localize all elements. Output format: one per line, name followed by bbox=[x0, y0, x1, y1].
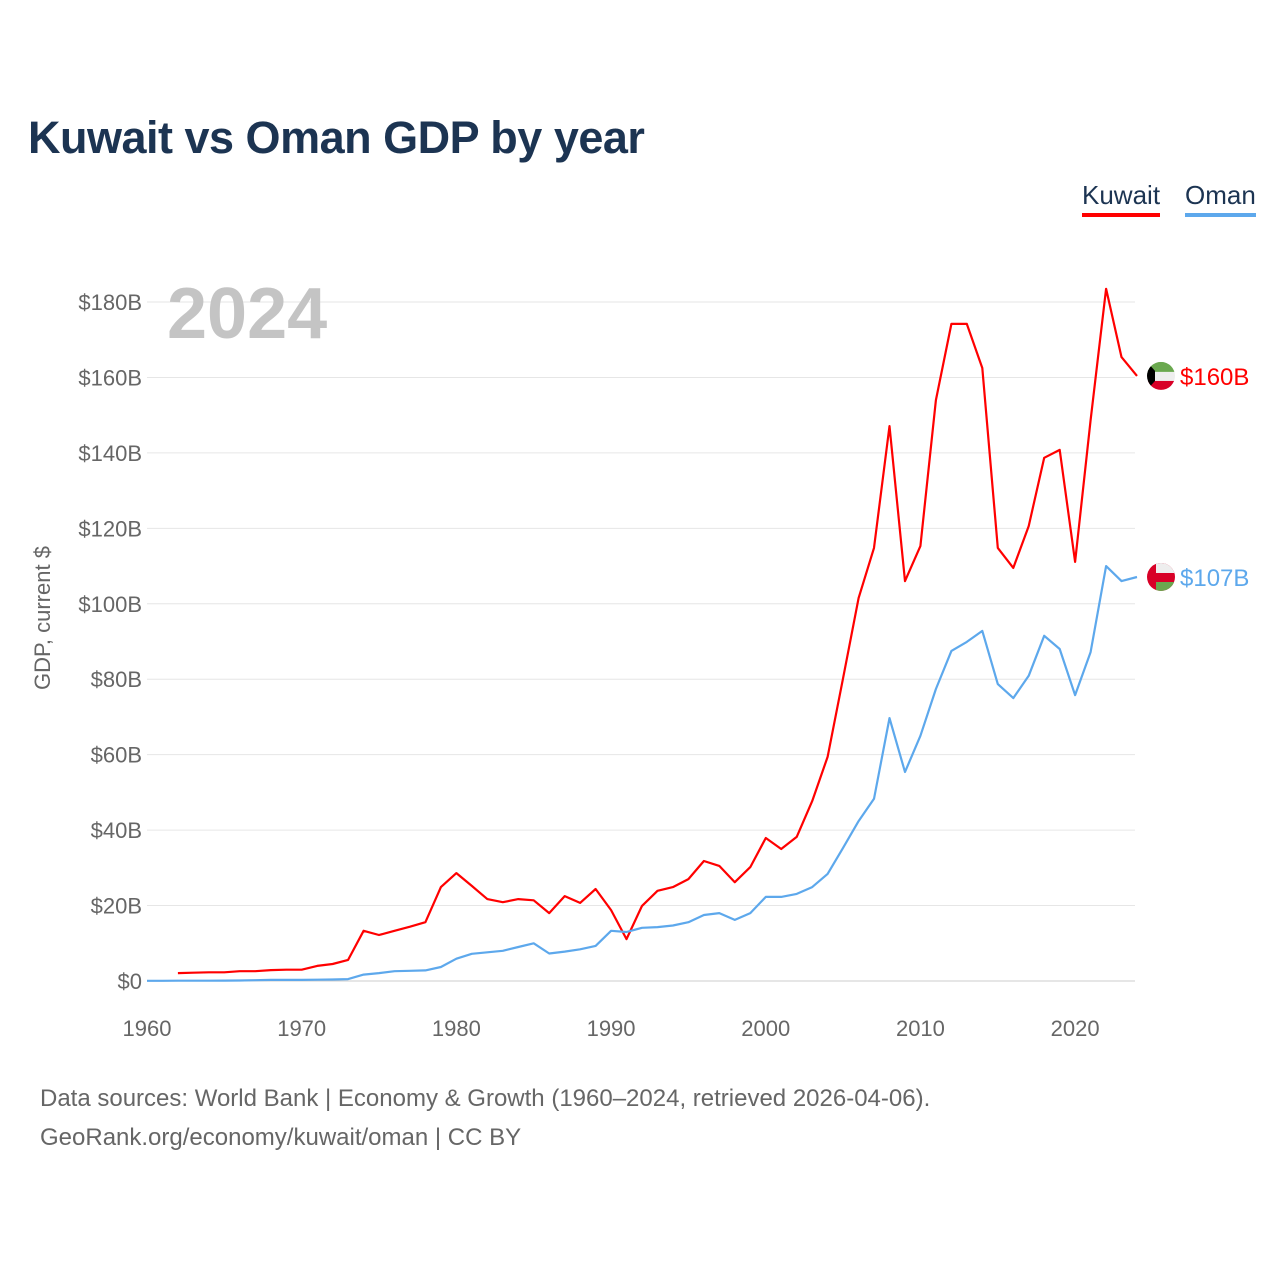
oman-end-label: $107B bbox=[1180, 565, 1249, 592]
y-tick-label: $60B bbox=[91, 743, 142, 768]
x-tick-label: 2010 bbox=[896, 1016, 945, 1041]
x-tick-label: 1970 bbox=[277, 1016, 326, 1041]
y-tick-label: $140B bbox=[78, 441, 142, 466]
y-tick-label: $0 bbox=[118, 969, 142, 994]
x-tick-label: 2020 bbox=[1051, 1016, 1100, 1041]
y-axis-label: GDP, current $ bbox=[30, 546, 55, 690]
chart-title: Kuwait vs Oman GDP by year bbox=[28, 112, 645, 163]
footer-link[interactable]: GeoRank.org/economy/kuwait/oman | CC BY bbox=[40, 1124, 522, 1151]
y-tick-label: $80B bbox=[91, 667, 142, 692]
series-line-kuwait[interactable] bbox=[177, 287, 1138, 975]
x-tick-label: 1990 bbox=[587, 1016, 636, 1041]
x-tick-label: 2000 bbox=[741, 1016, 790, 1041]
x-tick-label: 1960 bbox=[123, 1016, 172, 1041]
legend-oman[interactable]: Oman bbox=[1185, 180, 1256, 217]
y-tick-label: $40B bbox=[91, 818, 142, 843]
series-line-oman[interactable] bbox=[147, 564, 1138, 982]
footer-sources: Data sources: World Bank | Economy & Gro… bbox=[40, 1085, 931, 1112]
y-tick-label: $20B bbox=[91, 894, 142, 919]
y-tick-label: $120B bbox=[78, 516, 142, 541]
kuwait-end-label: $160B bbox=[1180, 364, 1249, 391]
y-tick-label: $180B bbox=[78, 290, 142, 315]
year-watermark: 2024 bbox=[167, 274, 327, 354]
x-tick-label: 1980 bbox=[432, 1016, 481, 1041]
legend-kuwait[interactable]: Kuwait bbox=[1082, 180, 1161, 217]
oman-flag-icon bbox=[1147, 562, 1175, 591]
kuwait-flag-icon bbox=[1147, 361, 1175, 390]
y-tick-label: $160B bbox=[78, 365, 142, 390]
y-tick-label: $100B bbox=[78, 592, 142, 617]
